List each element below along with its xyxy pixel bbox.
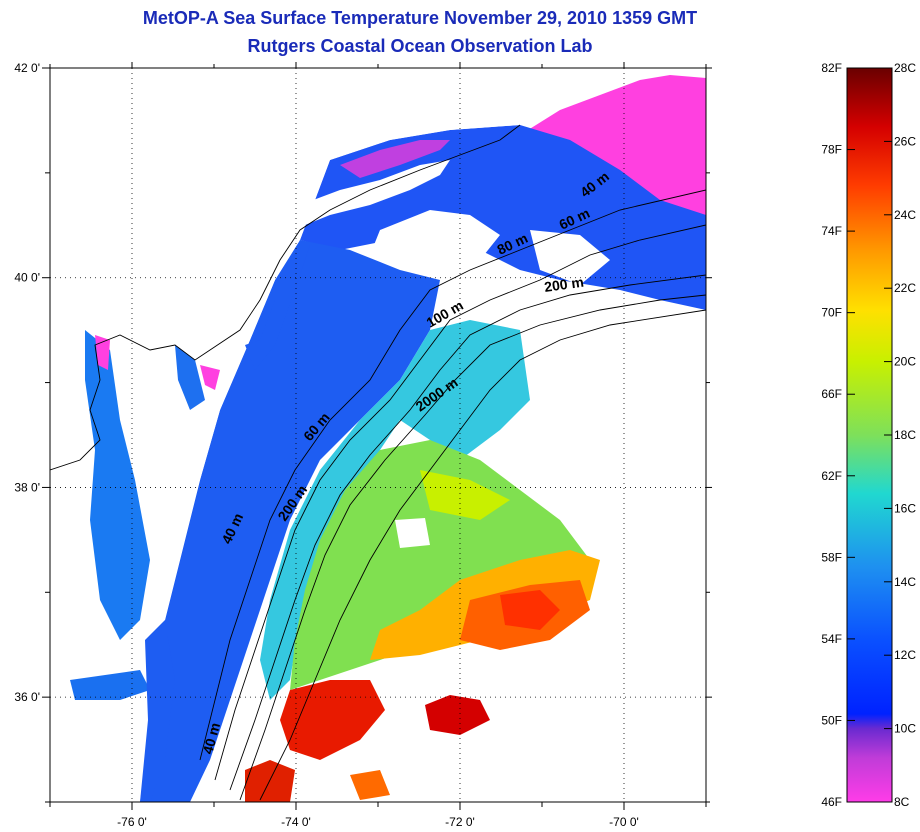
colorbar-c-label: 28C: [894, 61, 916, 75]
colorbar-f-label: 82F: [821, 61, 842, 75]
sst-gulf-stream-orange: [350, 770, 390, 800]
lon-tick-label: -76 0': [117, 815, 147, 829]
lat-tick-label: 38 0': [14, 480, 40, 494]
colorbar-c-label: 22C: [894, 281, 916, 295]
sst-long-island-sound: [340, 140, 450, 178]
contour-label: 40 m: [199, 721, 223, 756]
lon-tick-label: -72 0': [445, 815, 475, 829]
colorbar-c-label: 14C: [894, 575, 916, 589]
contour-line-40m: [199, 189, 706, 761]
cloud-patch-east: [530, 230, 610, 285]
sst-delaware-bay: [175, 345, 205, 410]
sst-outer-banks-strip: [140, 620, 175, 802]
colorbar-f-label: 46F: [821, 795, 842, 809]
colorbar-f-label: 66F: [821, 387, 842, 401]
sst-chesapeake-water: [85, 330, 150, 640]
contour-line-60m: [214, 224, 706, 781]
sst-albemarle-sound: [70, 670, 150, 700]
lon-tick-label: -74 0': [281, 815, 311, 829]
sst-gulf-stream-red-4: [500, 590, 560, 630]
colorbar-f-label: 58F: [821, 550, 842, 564]
colorbar-f-label: 50F: [821, 713, 842, 727]
colorbar-f-label: 70F: [821, 306, 842, 320]
sst-slope-water: [260, 320, 530, 700]
contour-line-200m: [239, 294, 706, 801]
colorbar-c-label: 16C: [894, 501, 916, 515]
colorbar-c-label: 10C: [894, 722, 916, 736]
sst-gulf-stream-red-2: [425, 695, 490, 735]
map-axis-ticks: -76 0' -74 0' -72 0' -70 0' 42 0' 40 0' 38 0' 3…: [14, 61, 712, 829]
sst-cold-gulf-of-maine: [520, 75, 706, 230]
lat-tick-label: 42 0': [14, 61, 40, 75]
map-subtitle: Rutgers Coastal Ocean Observation Lab: [247, 36, 593, 56]
colorbar-c-label: 24C: [894, 208, 916, 222]
cloud-patch-open-ocean: [395, 518, 430, 548]
sst-field: [50, 68, 706, 802]
sst-gulf-stream-edge: [290, 440, 590, 690]
lon-tick-label: -70 0': [609, 815, 639, 829]
colorbar-c-label: 26C: [894, 134, 916, 148]
lat-tick-label: 40 0': [14, 271, 40, 285]
contour-line-2000m: [259, 309, 706, 801]
colorbar-c-label: 20C: [894, 355, 916, 369]
sst-green-north: [420, 470, 510, 520]
sst-shelf-water: [140, 240, 440, 802]
colorbar-labels: 82F 78F 74F 70F 66F 62F 58F 54F 50F 46F 28C 26C 24C 2…: [821, 61, 916, 809]
colorbar-f-label: 62F: [821, 469, 842, 483]
colorbar-f-label: 78F: [821, 143, 842, 157]
colorbar-f-label: 74F: [821, 224, 842, 238]
colorbar-c-label: 8C: [894, 795, 910, 809]
cloud-patch-north: [370, 210, 500, 270]
map-title: MetOP-A Sea Surface Temperature November…: [142, 8, 698, 28]
colorbar-c-label: 12C: [894, 648, 916, 662]
sst-delaware-bay-magenta: [200, 365, 220, 390]
lat-tick-label: 36 0': [14, 690, 40, 704]
bathymetry-contours: [50, 124, 706, 801]
sst-nj-coast-band: [245, 240, 310, 370]
land-new-england: [320, 68, 520, 160]
land-long-island: [300, 160, 450, 225]
contour-line-100m: [229, 274, 706, 791]
colorbar-c-label: 18C: [894, 428, 916, 442]
colorbar-f-label: 54F: [821, 632, 842, 646]
coastline: [50, 124, 521, 471]
contour-label: 200 m: [543, 274, 585, 295]
